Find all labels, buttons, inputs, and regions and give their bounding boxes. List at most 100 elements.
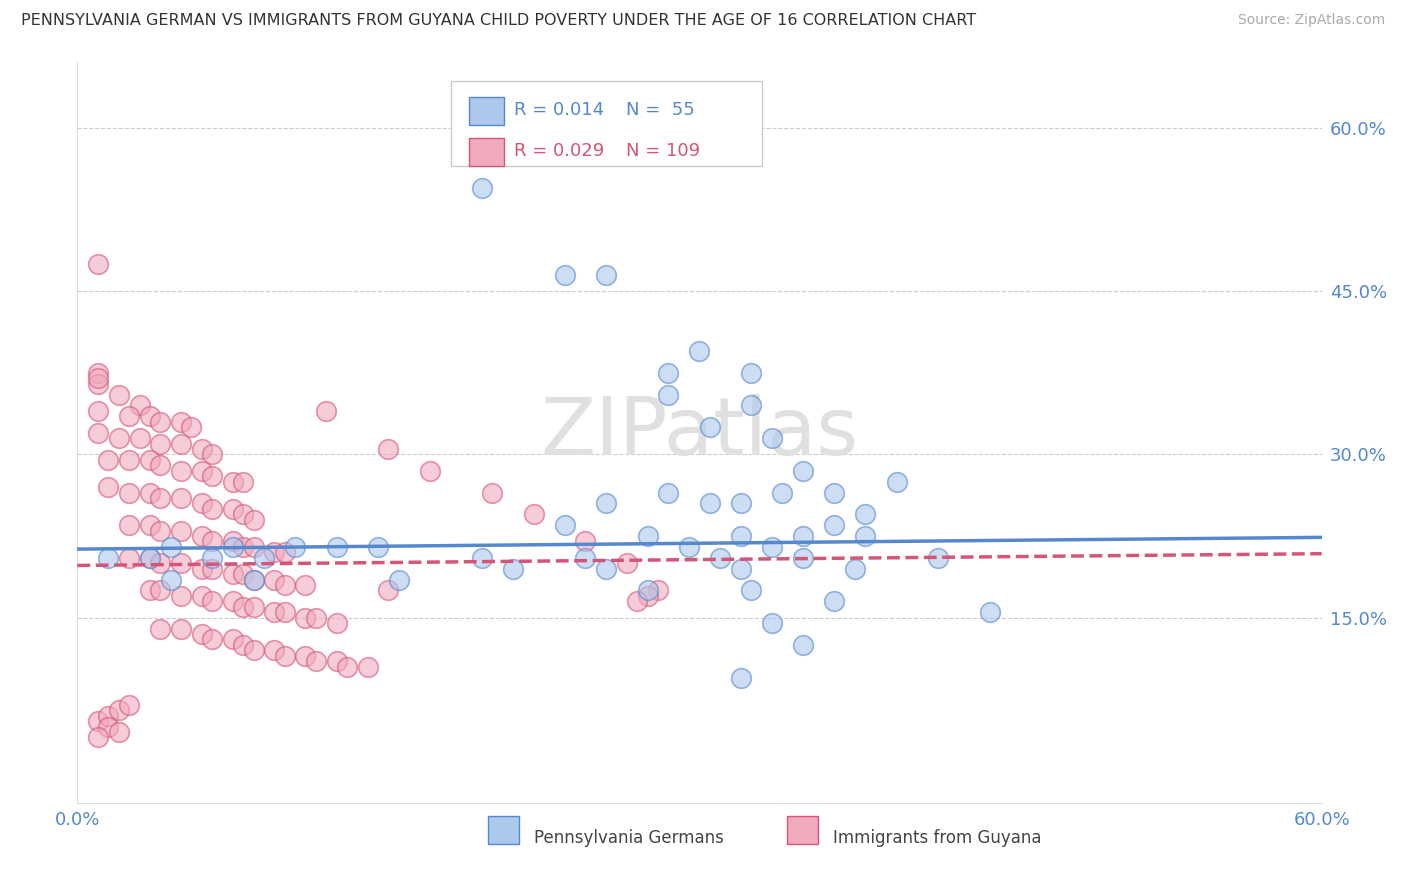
Point: [927, 550, 949, 565]
Point: [273, 648, 295, 663]
Point: [761, 431, 783, 445]
Point: [118, 518, 141, 533]
Point: [170, 524, 193, 538]
Point: [149, 415, 172, 429]
Point: [232, 540, 254, 554]
Point: [315, 404, 337, 418]
Point: [232, 475, 254, 489]
Bar: [470, 138, 505, 166]
Text: Immigrants from Guyana: Immigrants from Guyana: [832, 829, 1040, 847]
Bar: [488, 816, 519, 844]
Text: Source: ZipAtlas.com: Source: ZipAtlas.com: [1237, 13, 1385, 28]
Point: [377, 442, 399, 456]
Point: [699, 496, 721, 510]
Point: [149, 491, 172, 505]
Point: [201, 562, 224, 576]
Point: [222, 594, 245, 608]
Point: [242, 573, 264, 587]
Point: [107, 431, 129, 445]
Point: [637, 589, 659, 603]
Text: R = 0.029: R = 0.029: [515, 142, 605, 160]
Point: [740, 366, 762, 380]
Point: [170, 491, 193, 505]
Point: [170, 415, 193, 429]
Point: [740, 398, 762, 412]
Point: [242, 540, 264, 554]
Point: [232, 638, 254, 652]
Point: [170, 556, 193, 570]
Point: [855, 508, 877, 522]
Point: [657, 366, 679, 380]
Point: [761, 616, 783, 631]
Point: [190, 442, 214, 456]
Point: [263, 573, 285, 587]
Point: [792, 464, 814, 478]
Point: [139, 518, 162, 533]
Point: [139, 550, 162, 565]
Point: [128, 431, 150, 445]
Point: [979, 605, 1001, 619]
Point: [97, 708, 120, 723]
Point: [761, 540, 783, 554]
Point: [190, 562, 214, 576]
Point: [471, 180, 494, 194]
Point: [149, 583, 172, 598]
Point: [284, 540, 307, 554]
Point: [201, 534, 224, 549]
Point: [222, 632, 245, 647]
Point: [107, 725, 129, 739]
Point: [626, 594, 648, 608]
Point: [170, 622, 193, 636]
Point: [678, 540, 700, 554]
Bar: [470, 97, 505, 126]
Point: [730, 671, 752, 685]
Point: [263, 643, 285, 657]
Point: [190, 627, 214, 641]
Point: [170, 464, 193, 478]
Point: [139, 550, 162, 565]
Point: [190, 529, 214, 543]
Point: [201, 632, 224, 647]
Point: [740, 583, 762, 598]
Point: [87, 376, 110, 391]
Point: [242, 513, 264, 527]
Point: [844, 562, 866, 576]
Point: [242, 599, 264, 614]
Point: [170, 589, 193, 603]
Point: [128, 398, 150, 412]
Point: [159, 540, 181, 554]
Point: [357, 659, 380, 673]
Point: [377, 583, 399, 598]
Point: [222, 567, 245, 582]
Point: [232, 508, 254, 522]
Point: [823, 594, 845, 608]
Point: [159, 573, 181, 587]
Point: [273, 605, 295, 619]
Point: [201, 550, 224, 565]
Text: N =  55: N = 55: [626, 101, 695, 119]
Point: [87, 731, 110, 745]
Point: [574, 534, 596, 549]
Point: [87, 257, 110, 271]
Point: [190, 496, 214, 510]
Point: [97, 550, 120, 565]
Point: [657, 485, 679, 500]
Point: [107, 387, 129, 401]
Point: [294, 648, 316, 663]
Point: [170, 436, 193, 450]
Point: [554, 268, 576, 282]
Point: [222, 540, 245, 554]
Point: [118, 485, 141, 500]
Point: [419, 464, 441, 478]
Point: [201, 594, 224, 608]
Point: [222, 475, 245, 489]
Point: [222, 534, 245, 549]
Point: [689, 343, 711, 358]
Point: [97, 453, 120, 467]
Point: [886, 475, 908, 489]
Point: [149, 622, 172, 636]
Point: [232, 567, 254, 582]
Point: [699, 420, 721, 434]
Text: N = 109: N = 109: [626, 142, 700, 160]
Point: [294, 611, 316, 625]
